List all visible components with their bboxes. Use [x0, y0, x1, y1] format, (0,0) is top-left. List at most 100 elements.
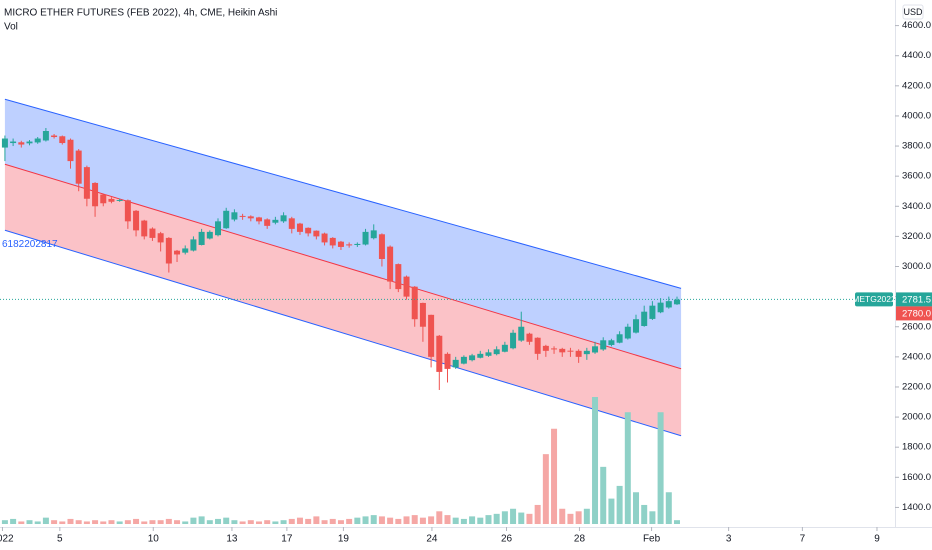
volume-bar [600, 466, 607, 524]
volume-bar [411, 515, 418, 524]
volume-bar [624, 412, 631, 524]
x-tick-label: 24 [426, 534, 438, 545]
volume-bar [337, 520, 344, 524]
candle-body [83, 167, 90, 199]
volume-bar [75, 520, 82, 524]
volume-bar [288, 518, 295, 524]
volume-bar [321, 520, 328, 524]
channel-upper-band [4, 99, 682, 369]
candle-body [296, 223, 303, 232]
candle-body [592, 346, 599, 353]
y-tick-label: 3200.0 [902, 231, 931, 242]
volume-bar [493, 513, 500, 524]
candle-body [501, 344, 508, 352]
volume-bar [526, 513, 533, 524]
volume-bar [673, 520, 680, 524]
volume-bar [67, 518, 74, 524]
channel-middle-line [4, 163, 682, 370]
volume-bar [346, 518, 353, 524]
volume-bar [165, 518, 172, 524]
volume-bar [10, 518, 17, 524]
candle-body [657, 302, 664, 313]
candle-body [403, 276, 410, 297]
chart-title: MICRO ETHER FUTURES (FEB 2022), 4h, CME,… [4, 8, 277, 19]
candle-body [198, 231, 205, 245]
volume-bar [534, 504, 541, 524]
x-tick-label: 28 [574, 534, 586, 545]
volume-bar [247, 520, 254, 524]
y-tick-label: 4000.0 [902, 110, 931, 121]
volume-bar [313, 516, 320, 524]
currency-box[interactable] [902, 4, 924, 20]
candle-body [67, 139, 74, 162]
candle-body [534, 337, 541, 354]
x-tick-label: 13 [226, 534, 238, 545]
volume-bar [657, 412, 664, 524]
candle-body [34, 138, 41, 143]
candle-body [272, 219, 279, 223]
volume-bar [510, 508, 517, 524]
volume-bar [444, 515, 451, 524]
volume-bar [387, 517, 394, 524]
candle-body [75, 150, 82, 184]
candle-body [526, 333, 533, 342]
x-tick-label: 17 [281, 534, 293, 545]
candle-body [419, 302, 426, 327]
candle-body [428, 314, 435, 357]
candle-body [354, 243, 361, 245]
last-price-label: 2781.5 [902, 294, 931, 305]
volume-bar [419, 517, 426, 524]
candle-body [42, 130, 49, 141]
volume-bar [370, 515, 377, 524]
candle-body [510, 332, 517, 349]
volume-bar [92, 520, 99, 524]
volume-bar [551, 428, 558, 524]
plot-area [0, 98, 895, 524]
volume-bar [395, 518, 402, 524]
volume-bar [428, 516, 435, 524]
candle-body [649, 305, 656, 319]
candle-body [215, 221, 222, 236]
volume-bar [231, 520, 238, 524]
y-tick-label: 4600.0 [902, 20, 931, 31]
candle-body [616, 334, 623, 343]
candle-body [313, 230, 320, 237]
volume-bar [567, 513, 574, 524]
x-tick-label: 26 [501, 534, 513, 545]
volume-bar [59, 521, 66, 524]
y-tick-label: 3400.0 [902, 201, 931, 212]
volume-bar [403, 516, 410, 524]
volume-bar [198, 516, 205, 524]
x-tick-label: Feb [643, 534, 661, 545]
candle-body [239, 215, 246, 217]
volume-bar [26, 520, 33, 524]
candle-body [190, 239, 197, 251]
candle-body [116, 199, 123, 201]
volume-bar [255, 521, 262, 524]
volume-bar [42, 517, 49, 524]
candle-body [141, 220, 148, 237]
candle-body [92, 182, 99, 207]
candle-body [436, 335, 443, 372]
candle-body [133, 210, 140, 231]
prev-close-label: 2780.0 [902, 308, 931, 319]
volume-bar [296, 517, 303, 524]
volume-label: Vol [4, 22, 18, 33]
candle-body [59, 136, 66, 144]
volume-bar [83, 521, 90, 524]
y-tick-label: 1400.0 [902, 502, 931, 513]
volume-bar [157, 520, 164, 524]
candle-body [559, 348, 566, 353]
volume-bar [616, 485, 623, 524]
currency: USD [903, 7, 923, 17]
candle-body [411, 286, 418, 320]
volume-bar [633, 492, 640, 524]
candle-body [542, 345, 549, 351]
candle-body [395, 264, 402, 290]
candle-body [387, 246, 394, 282]
candle-body [255, 217, 262, 222]
candle-body [329, 237, 336, 246]
volume-bar [469, 516, 476, 524]
candle-body [641, 311, 648, 326]
last-price-tag [896, 292, 932, 307]
